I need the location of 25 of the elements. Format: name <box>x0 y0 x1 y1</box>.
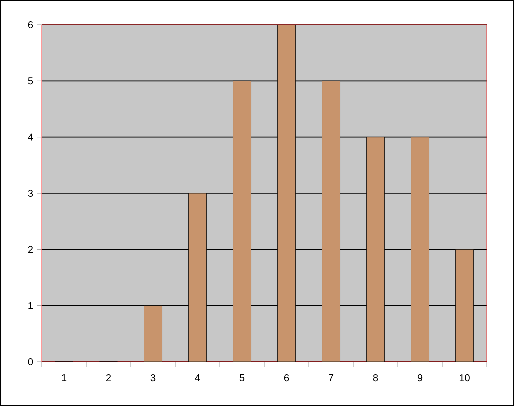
y-tick-label: 1 <box>28 302 34 310</box>
bar <box>366 137 385 362</box>
bar <box>233 80 252 362</box>
y-tick-label: 0 <box>28 358 34 366</box>
x-tick-label: 3 <box>150 374 156 382</box>
x-tick-label: 1 <box>62 374 67 382</box>
bar <box>278 25 296 362</box>
y-tick-label: 5 <box>28 78 34 85</box>
x-tick-label: 7 <box>329 374 334 382</box>
x-tick-label: 8 <box>373 374 378 382</box>
x-tick-label: 9 <box>418 374 423 382</box>
y-tick-label: 2 <box>28 246 33 254</box>
bar <box>411 137 430 362</box>
x-tick-label: 5 <box>240 374 245 382</box>
x-tick-label: 10 <box>460 374 470 382</box>
y-tick-label: 4 <box>28 134 34 141</box>
y-tick-label: 6 <box>28 21 34 29</box>
bar <box>322 80 340 362</box>
bar <box>188 193 207 362</box>
bar <box>144 306 162 362</box>
y-tick-label: 3 <box>28 190 34 198</box>
bar <box>456 249 474 362</box>
x-tick-label: 2 <box>106 374 112 382</box>
x-tick-label: 6 <box>284 374 290 382</box>
x-tick-label: 4 <box>195 374 200 382</box>
